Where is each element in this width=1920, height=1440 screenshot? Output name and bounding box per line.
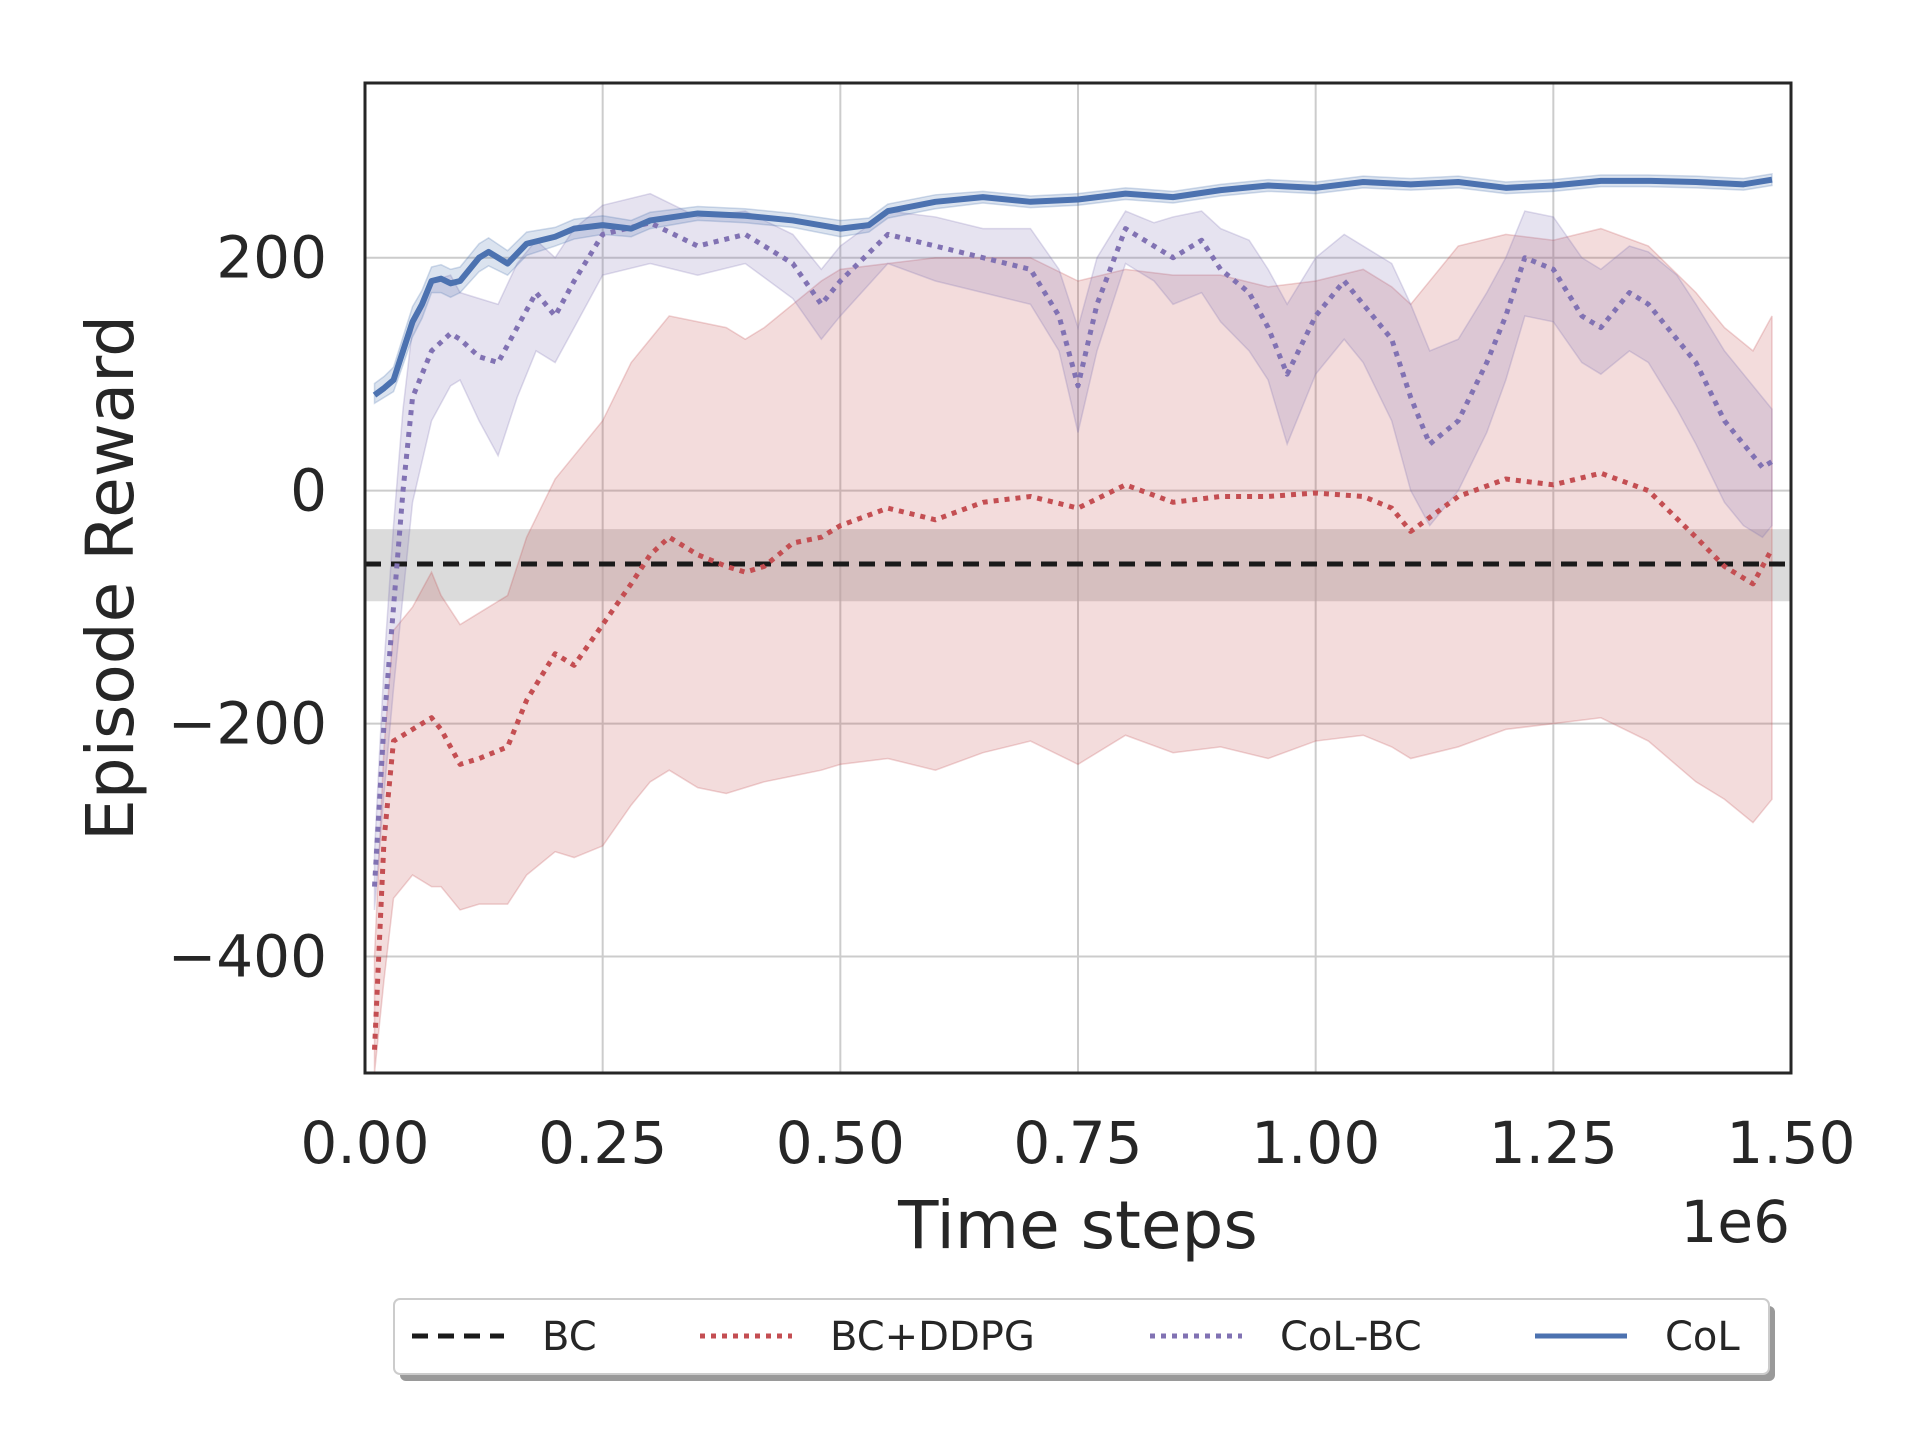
legend-items: BC BC+DDPG CoL-BC CoL (412, 1314, 1740, 1360)
series-line-col-bc (372, 220, 1774, 887)
legend: BC BC+DDPG CoL-BC CoL (393, 1298, 1775, 1381)
legend-box (393, 1298, 1770, 1375)
x-tick-label: 0.50 (776, 1109, 905, 1177)
series-lines (365, 176, 1791, 1050)
y-tick-label: −200 (168, 690, 327, 758)
x-tick-label: 0.25 (538, 1109, 667, 1177)
y-tick-labels: −400 −200 0 200 (168, 224, 327, 991)
legend-label-col: CoL (1665, 1314, 1740, 1360)
x-tick-labels: 0.00 0.25 0.50 0.75 1.00 1.25 1.50 (300, 1109, 1855, 1177)
legend-label-bc-ddpg: BC+DDPG (830, 1314, 1035, 1360)
y-tick-label: 200 (216, 224, 327, 292)
band-col-bc (373, 192, 1773, 911)
y-axis-label: Episode Reward (72, 315, 149, 841)
band-bc-ddpg (373, 227, 1773, 1074)
x-tick-label: 1.00 (1251, 1109, 1380, 1177)
x-tick-label: 1.25 (1489, 1109, 1618, 1177)
x-axis-label: Time steps (897, 1187, 1258, 1264)
y-tick-label: −400 (168, 923, 327, 991)
x-tick-label: 1.50 (1726, 1109, 1855, 1177)
x-tick-label: 0.75 (1013, 1109, 1142, 1177)
band-col (373, 172, 1773, 405)
legend-label-col-bc: CoL-BC (1280, 1314, 1422, 1360)
x-axis-scale-label: 1e6 (1681, 1188, 1791, 1256)
plot-frame (363, 81, 1793, 1075)
series-line-bc-ddpg (372, 470, 1775, 1050)
y-tick-label: 0 (290, 457, 327, 525)
x-tick-label: 0.00 (300, 1109, 429, 1177)
series-line-col (372, 176, 1773, 398)
legend-label-bc: BC (542, 1314, 597, 1360)
